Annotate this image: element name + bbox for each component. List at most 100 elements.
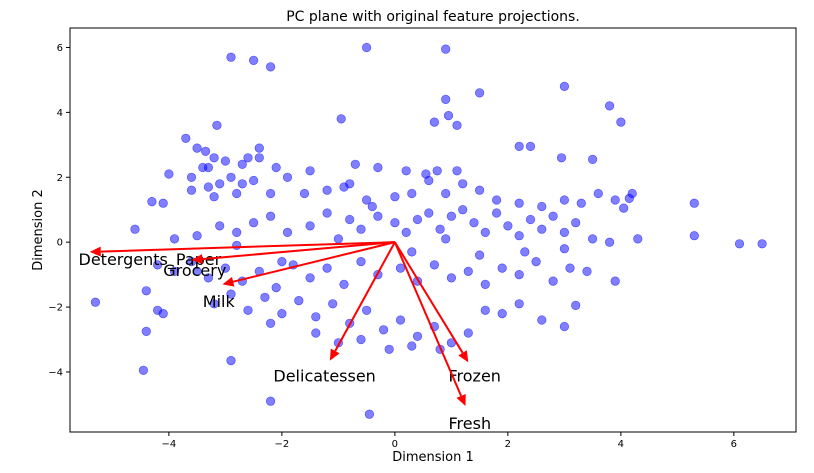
data-point [373,211,383,221]
data-point [232,240,242,250]
data-point [480,279,490,290]
data-point [441,188,451,199]
data-point [153,260,163,270]
data-point [373,162,383,173]
data-point [305,273,315,283]
data-point [266,62,276,72]
data-point [604,101,615,111]
feature-arrow-grocery [202,241,395,261]
feature-arrow-detergents-paper [100,241,395,253]
feature-arrowhead [329,348,340,361]
y-tick-label: 6 [57,43,63,54]
feature-arrow-frozen [394,241,464,354]
data-point [429,260,440,270]
data-point [243,305,253,315]
data-point [254,153,264,163]
data-point [333,234,344,244]
x-tick-label: 6 [731,439,737,450]
data-point [537,224,547,234]
x-tick-label: −2 [274,439,289,450]
data-point [198,162,208,173]
feature-arrow-fresh [393,241,463,397]
data-point [215,221,225,231]
y-tick-label: 2 [57,173,63,184]
data-point [604,237,615,247]
feature-arrowhead [456,394,466,406]
data-point [271,162,281,173]
data-point [212,120,222,130]
data-point [226,289,236,299]
data-point [266,318,276,328]
data-point [520,247,530,257]
data-point [164,169,174,179]
data-point [311,328,321,338]
data-point [322,263,332,273]
data-point [266,396,276,406]
data-point [260,292,270,302]
data-point [390,218,400,228]
data-point [226,52,236,62]
data-point [424,208,434,218]
feature-label-fresh: Fresh [449,414,492,433]
data-point [616,117,626,127]
data-point [339,182,349,192]
data-point [249,218,259,228]
y-tick-label: 0 [57,238,63,249]
data-point [215,179,225,189]
data-point [203,273,213,283]
data-point [282,172,293,182]
data-point [203,182,213,192]
data-point [209,153,219,163]
x-tick-label: 0 [392,439,398,450]
data-point [689,198,699,208]
data-point [559,244,570,254]
data-point [571,218,581,228]
data-point [412,331,423,341]
data-point [525,141,536,151]
data-point [232,227,242,237]
data-point [458,179,468,189]
x-axis-label: Dimension 1 [392,450,474,465]
data-point [441,234,451,244]
data-point [220,263,230,273]
data-point [362,305,372,315]
data-point [565,263,575,273]
data-point [424,175,434,186]
feature-label-detergents-paper: Detergents_Paper [79,250,222,270]
data-point [452,120,462,130]
data-point [311,312,321,322]
points-layer [90,42,767,419]
data-point [469,218,479,228]
data-point [435,224,445,234]
data-point [412,214,423,225]
data-point [441,94,451,104]
data-point [514,231,524,241]
data-point [463,266,473,277]
data-point [169,266,180,277]
x-tick-label: 2 [505,439,511,450]
data-point [266,188,276,199]
data-point [158,198,168,208]
data-point [362,195,372,205]
data-point [169,234,180,244]
data-point [181,133,191,143]
x-tick-label: 4 [618,439,624,450]
data-point [475,88,485,98]
data-point [237,179,247,189]
chart-title: PC plane with original feature projectio… [286,9,580,25]
data-point [610,276,620,286]
data-point [138,365,148,375]
data-point [559,321,570,332]
data-point [407,247,417,257]
data-point [571,300,581,311]
data-point [480,305,490,315]
data-point [593,188,603,199]
data-point [441,44,451,54]
data-point [209,192,219,202]
data-point [452,166,462,176]
feature-arrowhead [191,254,203,264]
x-tick-label: −4 [161,439,176,450]
plot-frame [69,27,797,433]
data-point [249,175,259,186]
ticks-layer: −4 −2 0 2 4 6 −4 −2 0 2 4 6 [48,43,737,450]
